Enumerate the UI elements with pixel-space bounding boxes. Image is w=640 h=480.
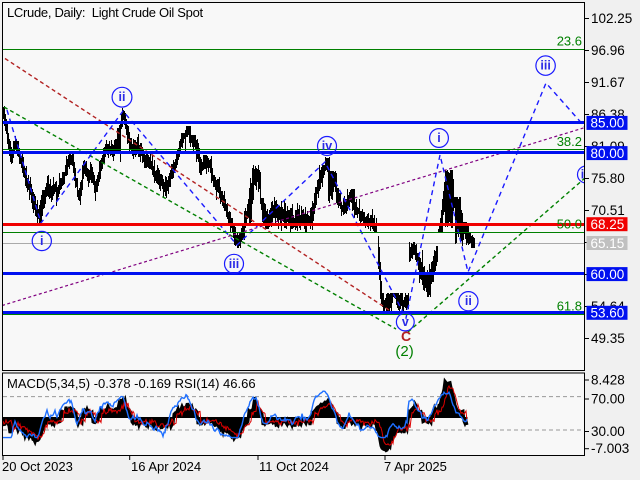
- svg-text:68.25: 68.25: [591, 217, 625, 232]
- svg-text:96.96: 96.96: [591, 43, 625, 58]
- svg-text:53.60: 53.60: [591, 306, 625, 321]
- svg-text:38.2: 38.2: [557, 134, 582, 149]
- svg-text:60.00: 60.00: [591, 267, 625, 282]
- svg-text:LCrude, Daily: Light Crude Oi: LCrude, Daily: Light Crude Oil Spot: [7, 5, 204, 20]
- svg-text:i: i: [437, 131, 440, 145]
- svg-text:70.51: 70.51: [591, 203, 625, 218]
- svg-text:iv: iv: [322, 139, 332, 153]
- svg-text:75.80: 75.80: [591, 171, 625, 186]
- svg-text:50.0: 50.0: [557, 217, 582, 232]
- svg-text:11 Oct 2024: 11 Oct 2024: [259, 459, 329, 474]
- svg-text:91.67: 91.67: [591, 75, 625, 90]
- svg-text:v: v: [402, 315, 409, 329]
- svg-text:16 Apr 2024: 16 Apr 2024: [131, 459, 201, 474]
- svg-text:iv: iv: [581, 168, 591, 182]
- svg-text:70.00: 70.00: [591, 392, 625, 407]
- svg-text:7 Apr 2025: 7 Apr 2025: [384, 459, 447, 474]
- svg-text:iii: iii: [540, 59, 550, 73]
- svg-text:ii: ii: [465, 294, 472, 308]
- svg-text:65.15: 65.15: [591, 236, 625, 251]
- svg-text:80.00: 80.00: [591, 146, 625, 161]
- svg-text:-7.003: -7.003: [591, 441, 629, 456]
- svg-text:102.25: 102.25: [591, 11, 632, 26]
- svg-text:61.8: 61.8: [557, 299, 582, 314]
- svg-text:20 Oct 2023: 20 Oct 2023: [2, 459, 73, 474]
- svg-text:8.428: 8.428: [591, 373, 625, 388]
- svg-text:ii: ii: [119, 90, 126, 104]
- svg-text:iii: iii: [229, 257, 239, 271]
- svg-text:23.6: 23.6: [557, 34, 582, 49]
- svg-text:(2): (2): [395, 343, 413, 360]
- svg-text:49.35: 49.35: [591, 331, 625, 346]
- svg-text:C: C: [401, 328, 411, 344]
- svg-text:30.00: 30.00: [591, 424, 625, 439]
- svg-text:85.00: 85.00: [591, 116, 625, 131]
- svg-text:i: i: [40, 234, 43, 248]
- svg-text:MACD(5,34,5) -0.378 -0.169 RSI: MACD(5,34,5) -0.378 -0.169 RSI(14) 46.66: [7, 376, 256, 391]
